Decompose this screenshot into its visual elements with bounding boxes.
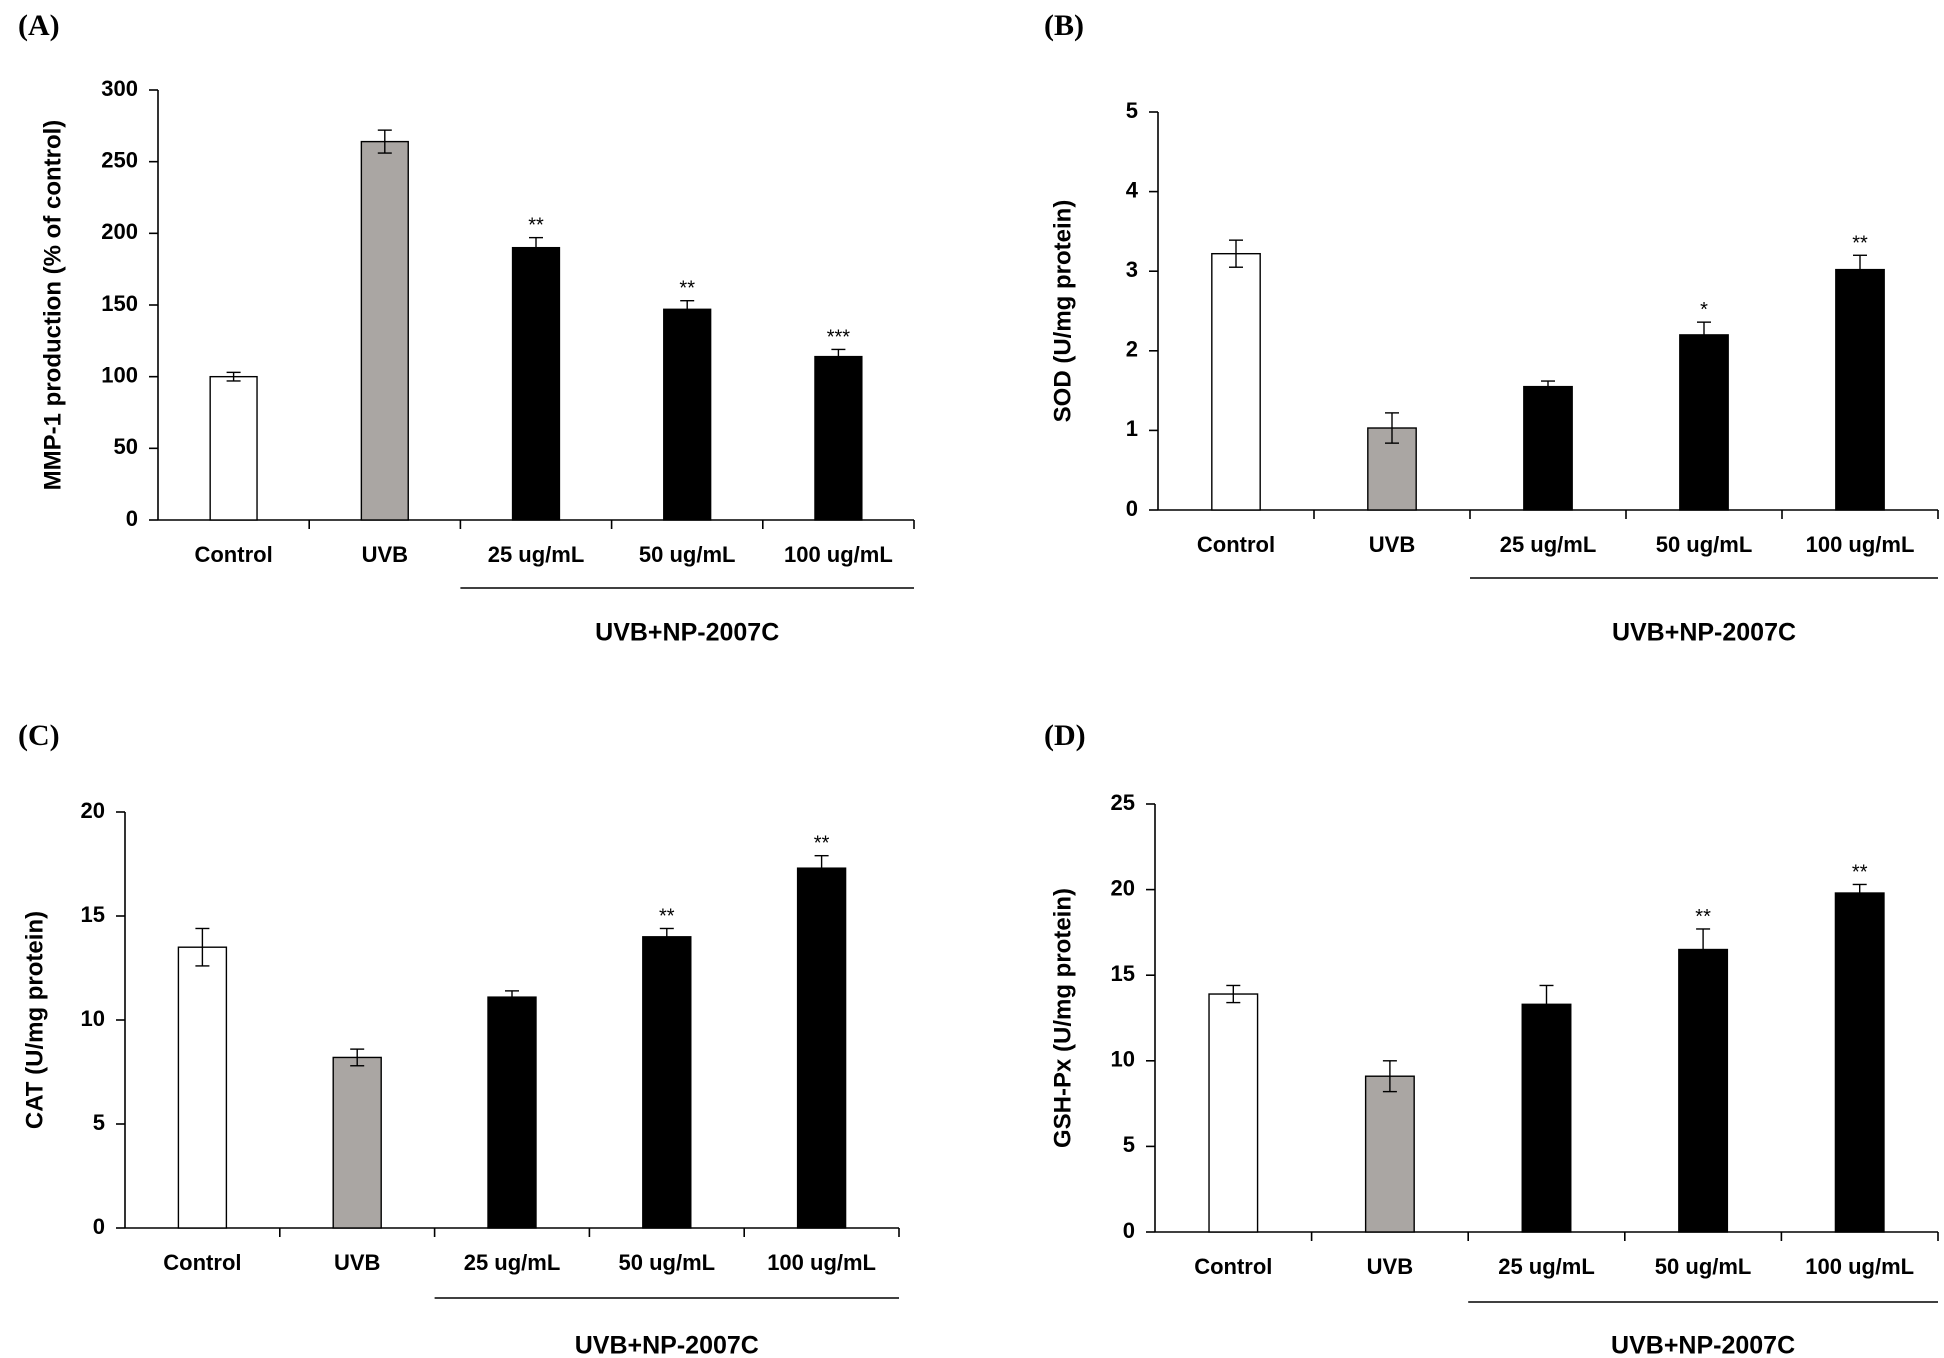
y-tick-label: 10 <box>81 1006 105 1031</box>
group-label: UVB+NP-2007C <box>595 619 779 647</box>
significance-label: ** <box>659 905 675 927</box>
bar <box>1208 993 1259 1233</box>
x-category-label: UVB <box>334 1250 380 1275</box>
group-label: UVB+NP-2007C <box>1611 1332 1795 1358</box>
panel-label: (A) <box>18 9 60 42</box>
x-category-label: 25 ug/mL <box>1500 532 1597 557</box>
panel-label: (B) <box>1044 9 1084 42</box>
bar <box>1679 334 1729 511</box>
y-tick-label: 3 <box>1126 257 1138 282</box>
x-category-label: UVB <box>362 542 408 567</box>
group-label: UVB+NP-2007C <box>1612 619 1796 647</box>
significance-label: ** <box>814 833 830 855</box>
y-tick-label: 15 <box>81 902 105 927</box>
bar <box>209 375 258 521</box>
x-category-label: Control <box>163 1250 241 1275</box>
bar <box>487 996 537 1229</box>
y-tick-label: 300 <box>101 76 138 101</box>
x-category-label: 50 ug/mL <box>1656 532 1753 557</box>
y-tick-label: 4 <box>1126 177 1139 202</box>
significance-label: ** <box>528 215 544 237</box>
chart-panel-3: (C) 0 5 10 15 20 Control UVB 25 ug/mL ** 50 ug/mL *… <box>18 719 900 1358</box>
significance-label: ** <box>1695 906 1711 928</box>
bar <box>1523 385 1573 511</box>
y-tick-label: 0 <box>1123 1218 1135 1243</box>
y-tick-label: 10 <box>1111 1047 1135 1072</box>
bar <box>814 355 863 521</box>
bar <box>511 246 561 521</box>
x-category-label: 50 ug/mL <box>639 542 736 567</box>
y-tick-label: 50 <box>114 434 138 459</box>
x-category-label: UVB <box>1367 1254 1413 1279</box>
x-category-label: 100 ug/mL <box>767 1250 876 1275</box>
chart-panel-2: (B) 0 1 2 3 4 5 Control UVB 25 ug/mL * 50 ug/mL ** 10… <box>1044 9 1939 647</box>
bar <box>1834 892 1885 1233</box>
bar <box>1678 948 1729 1233</box>
bar <box>1521 1003 1572 1233</box>
bar <box>663 308 712 521</box>
y-tick-label: 20 <box>81 798 105 823</box>
y-tick-label: 5 <box>1123 1132 1135 1157</box>
significance-label: ** <box>1852 232 1868 254</box>
y-tick-label: 250 <box>101 147 138 172</box>
significance-label: ** <box>679 278 695 300</box>
significance-label: ** <box>1852 861 1868 883</box>
group-label: UVB+NP-2007C <box>575 1332 759 1358</box>
bar <box>1835 268 1885 511</box>
panel-label: (D) <box>1044 719 1086 752</box>
y-tick-label: 150 <box>101 291 138 316</box>
y-tick-label: 5 <box>1126 98 1138 123</box>
y-tick-label: 200 <box>101 219 138 244</box>
bar <box>1364 1075 1415 1233</box>
x-category-label: 50 ug/mL <box>1655 1254 1752 1279</box>
y-tick-label: 0 <box>1126 496 1138 521</box>
y-tick-label: 25 <box>1111 790 1135 815</box>
bar <box>177 946 228 1229</box>
y-tick-label: 20 <box>1111 875 1135 900</box>
y-axis-title: CAT (U/mg protein) <box>21 911 48 1129</box>
significance-label: *** <box>827 326 851 348</box>
y-tick-label: 100 <box>101 362 138 387</box>
bar <box>1211 252 1261 511</box>
bar <box>332 1056 382 1229</box>
y-tick-label: 0 <box>126 506 138 531</box>
y-tick-label: 1 <box>1126 416 1138 441</box>
y-tick-label: 0 <box>93 1214 105 1239</box>
x-category-label: Control <box>194 542 272 567</box>
x-category-label: Control <box>1197 532 1275 557</box>
x-category-label: 100 ug/mL <box>1805 1254 1914 1279</box>
x-category-label: 100 ug/mL <box>784 542 893 567</box>
y-axis-title: GSH-Px (U/mg protein) <box>1049 888 1076 1148</box>
bar <box>642 936 692 1229</box>
y-axis-title: SOD (U/mg protein) <box>1049 200 1076 423</box>
chart-panel-4: (D) 0 5 10 15 20 25 Control UVB 25 ug/mL ** 50 ug/m… <box>1044 719 1939 1358</box>
x-category-label: 25 ug/mL <box>1498 1254 1595 1279</box>
x-category-label: UVB <box>1369 532 1415 557</box>
bar <box>796 867 847 1229</box>
y-axis-title: MMP-1 production (% of control) <box>39 120 66 491</box>
chart-panel-1: (A) 0 50 100 150 200 250 300 Control UVB ** 25 ug/m… <box>18 9 915 647</box>
bar <box>360 140 409 521</box>
x-category-label: 100 ug/mL <box>1806 532 1915 557</box>
significance-label: * <box>1700 299 1708 321</box>
x-category-label: 50 ug/mL <box>619 1250 716 1275</box>
x-category-label: Control <box>1194 1254 1272 1279</box>
x-category-label: 25 ug/mL <box>464 1250 561 1275</box>
y-tick-label: 2 <box>1126 337 1138 362</box>
y-tick-label: 5 <box>93 1110 105 1135</box>
y-tick-label: 15 <box>1111 961 1135 986</box>
panel-label: (C) <box>18 719 60 752</box>
x-category-label: 25 ug/mL <box>488 542 585 567</box>
